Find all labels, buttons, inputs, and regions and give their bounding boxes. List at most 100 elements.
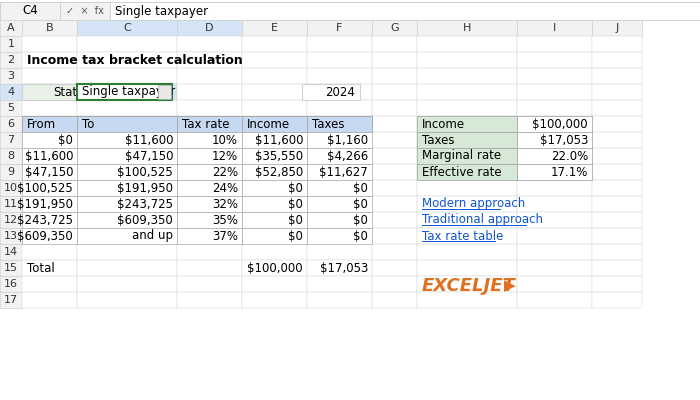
Text: 12%: 12% (212, 150, 238, 162)
Bar (517, 52, 592, 68)
Bar (22, 212, 77, 228)
Bar (417, 20, 517, 36)
Text: $609,350: $609,350 (118, 214, 173, 226)
Text: Income: Income (422, 118, 465, 130)
Text: $609,350: $609,350 (18, 230, 73, 242)
Text: $47,150: $47,150 (25, 166, 73, 178)
Text: $0: $0 (288, 198, 303, 210)
Bar (417, 292, 517, 308)
Text: Tax rate: Tax rate (182, 118, 230, 130)
Text: $0: $0 (288, 214, 303, 226)
Bar (592, 228, 642, 244)
Bar (592, 196, 642, 212)
Bar (307, 84, 372, 100)
Bar (242, 148, 307, 164)
Text: 10: 10 (4, 183, 18, 193)
Bar (307, 212, 372, 228)
Bar (0, 20, 22, 36)
Bar (22, 180, 77, 196)
Text: $0: $0 (288, 230, 303, 242)
Text: $0: $0 (288, 182, 303, 194)
Bar (592, 20, 642, 36)
Bar (307, 180, 372, 196)
Bar (77, 84, 172, 100)
Bar (372, 196, 417, 212)
Bar (307, 68, 372, 84)
Text: 37%: 37% (212, 230, 238, 242)
Bar (417, 100, 517, 116)
Text: 10%: 10% (212, 134, 238, 146)
Bar (60, 2, 110, 20)
Text: $100,000: $100,000 (247, 262, 303, 274)
Bar (517, 164, 592, 180)
Bar (177, 148, 242, 164)
Bar (592, 36, 642, 52)
Bar (0, 244, 22, 260)
Bar (0, 212, 22, 228)
Text: J: J (615, 23, 619, 33)
Text: 4: 4 (8, 87, 15, 97)
Bar (372, 36, 417, 52)
Bar (22, 20, 77, 36)
Bar (307, 196, 372, 212)
Bar (517, 116, 592, 132)
Bar (592, 260, 642, 276)
Text: 12: 12 (4, 215, 18, 225)
Text: 11: 11 (4, 199, 18, 209)
Bar (372, 292, 417, 308)
Text: Status: Status (53, 86, 91, 98)
Bar (77, 148, 177, 164)
Bar (372, 276, 417, 292)
Text: C4: C4 (22, 4, 38, 18)
Text: Income tax bracket calculation: Income tax bracket calculation (27, 54, 243, 66)
Bar (307, 164, 372, 180)
Bar (307, 276, 372, 292)
Text: F: F (336, 23, 343, 33)
Bar (177, 116, 242, 132)
Bar (242, 196, 307, 212)
Text: H: H (463, 23, 471, 33)
Text: $100,525: $100,525 (18, 182, 73, 194)
Text: 15: 15 (4, 263, 18, 273)
Bar (592, 100, 642, 116)
Bar (307, 20, 372, 36)
Bar (177, 180, 242, 196)
Bar (22, 196, 77, 212)
Bar (22, 148, 77, 164)
Bar (77, 196, 177, 212)
Text: 2024: 2024 (325, 86, 355, 98)
Bar (592, 132, 642, 148)
Bar (242, 228, 307, 244)
Text: $11,600: $11,600 (255, 134, 303, 146)
Text: $35,550: $35,550 (255, 150, 303, 162)
Bar (77, 132, 177, 148)
Bar (242, 20, 307, 36)
Text: C: C (123, 23, 131, 33)
Bar (22, 228, 77, 244)
Text: ▼: ▼ (162, 88, 168, 96)
Bar (22, 116, 77, 132)
Bar (307, 100, 372, 116)
Text: $0: $0 (353, 198, 368, 210)
Text: and up: and up (132, 230, 173, 242)
Text: $0: $0 (353, 214, 368, 226)
Bar (517, 132, 592, 148)
Bar (110, 2, 700, 20)
Bar (77, 100, 177, 116)
Bar (307, 148, 372, 164)
Bar (372, 228, 417, 244)
Text: 9: 9 (8, 167, 15, 177)
Bar (22, 84, 122, 100)
Bar (0, 196, 22, 212)
Bar (372, 68, 417, 84)
Text: Single taxpayer: Single taxpayer (82, 86, 175, 98)
Bar (242, 132, 307, 148)
Bar (77, 196, 177, 212)
Bar (158, 85, 171, 99)
Text: 17: 17 (4, 295, 18, 305)
Bar (0, 276, 22, 292)
Bar (307, 132, 372, 148)
Bar (307, 228, 372, 244)
Bar (77, 116, 177, 132)
Bar (307, 180, 372, 196)
